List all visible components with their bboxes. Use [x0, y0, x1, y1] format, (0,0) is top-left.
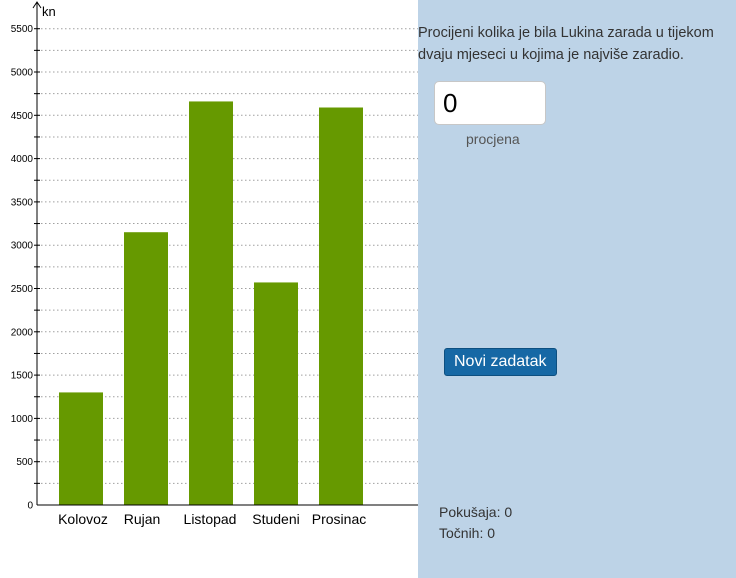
y-tick-label: 5500: [11, 24, 34, 35]
task-panel: Procijeni kolika je bila Lukina zarada u…: [418, 0, 736, 578]
chart-bars: [59, 101, 363, 506]
x-category-label: Rujan: [124, 511, 161, 527]
bar-rujan: [124, 232, 168, 505]
y-axis-ticks: 0 500 1000 1500 2000 2500 3000 3500 4000 4500 5000…: [11, 24, 40, 512]
bar-kolovoz: [59, 392, 103, 505]
attempts-counter: Pokušaja: 0: [439, 504, 513, 520]
question-text: Procijeni kolika je bila Lukina zarada u…: [418, 25, 714, 63]
y-tick-label: 500: [16, 457, 33, 468]
y-tick-label: 1000: [11, 414, 34, 425]
y-tick-label: 1500: [11, 371, 34, 382]
correct-counter: Točnih: 0: [439, 525, 496, 541]
y-tick-label: 2500: [11, 284, 34, 295]
y-axis-title: kn: [42, 4, 56, 19]
y-tick-label: 2000: [11, 327, 34, 338]
estimate-input[interactable]: [434, 81, 546, 125]
estimate-caption: procjena: [466, 131, 520, 147]
y-tick-label: 4000: [11, 154, 34, 165]
x-category-label: Listopad: [184, 511, 237, 527]
bar-studeni: [254, 282, 298, 505]
y-tick-label: 0: [27, 501, 33, 512]
y-axis-arrow: [32, 1, 42, 9]
y-tick-label: 3500: [11, 197, 34, 208]
bar-listopad: [189, 101, 233, 505]
y-tick-label: 4500: [11, 111, 34, 122]
new-task-button[interactable]: Novi zadatak: [444, 348, 557, 376]
bar-chart: 0 500 1000 1500 2000 2500 3000 3500 4000 4500 5000…: [11, 1, 418, 527]
x-category-label: Studeni: [252, 511, 299, 527]
bar-prosinac: [319, 107, 363, 506]
y-tick-label: 5000: [11, 68, 34, 79]
x-axis-labels: Kolovoz Rujan Listopad Studeni Prosinac: [58, 511, 366, 527]
x-category-label: Prosinac: [312, 511, 366, 527]
y-tick-label: 3000: [11, 241, 34, 252]
x-category-label: Kolovoz: [58, 511, 108, 527]
